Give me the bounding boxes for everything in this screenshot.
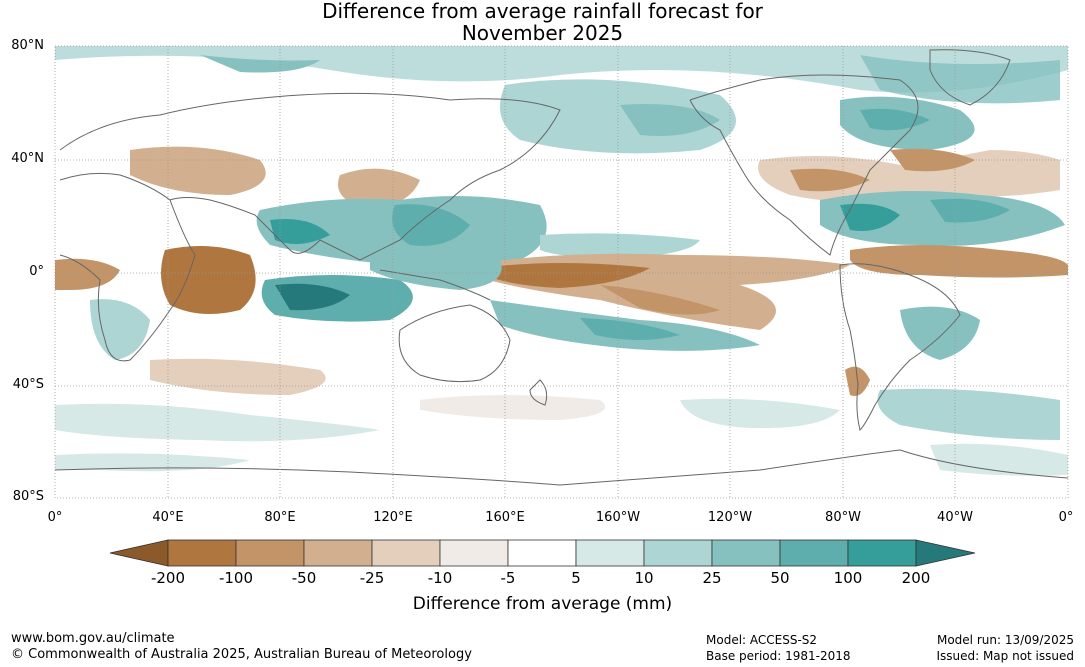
lon-label: 120°W [707,510,753,525]
colorbar-lower-extension [109,539,169,567]
colorbar-bin [235,539,305,567]
colorbar-bin [575,539,645,567]
colorbar [109,539,976,567]
lat-label: 40°N [11,151,44,166]
footer-model-info: Model: ACCESS-S2 Base period: 1981-2018 [706,632,851,664]
colorbar-bin [439,539,509,567]
map-title: Difference from average rainfall forecas… [0,0,1085,44]
colorbar-title: Difference from average (mm) [412,594,673,614]
colorbar-tick-label: 200 [901,569,931,587]
lon-label: 160°W [595,510,641,525]
colorbar-tick-label: -200 [150,569,186,587]
colorbar-tick-label: 100 [833,569,863,587]
colorbar-bin [711,539,781,567]
lat-label: 40°S [12,377,44,392]
graticule [54,45,1069,499]
lon-label: 40°W [937,510,973,525]
footer-model-run: Model run: 13/09/2025 [936,633,1074,647]
footer-model: Model: ACCESS-S2 [706,633,818,647]
colorbar-tick-label: 25 [702,569,722,587]
footer-copyright: © Commonwealth of Australia 2025, Austra… [11,647,472,662]
colorbar-tick-label: -25 [359,569,385,587]
colorbar-bin [167,539,237,567]
lon-label: 160°E [485,510,525,525]
lon-label: 80°W [825,510,861,525]
colorbar-bin [779,539,849,567]
colorbar-tick-label: 5 [571,569,581,587]
colorbar-bin [847,539,917,567]
colorbar-tick-label: -10 [427,569,453,587]
colorbar-tick-label: -50 [291,569,317,587]
colorbar-bin [643,539,713,567]
footer-issued: Issued: Map not issued [936,649,1074,663]
footer-run-info: Model run: 13/09/2025 Issued: Map not is… [936,632,1074,664]
lat-label: 80°N [11,38,44,53]
footer-url: www.bom.gov.au/climate [11,631,175,646]
lon-label: 0° [1058,510,1074,525]
title-line-2: November 2025 [461,21,624,45]
colorbar-tick-label: -100 [218,569,254,587]
colorbar-bin [303,539,373,567]
colorbar-tick-label: 10 [634,569,654,587]
title-line-1: Difference from average rainfall forecas… [322,0,763,23]
lon-label: 0° [47,510,63,525]
lon-label: 120°E [373,510,413,525]
lon-label: 80°E [264,510,296,525]
footer-base-period: Base period: 1981-2018 [706,649,851,663]
colorbar-upper-extension [915,539,976,567]
lat-label: 0° [29,264,44,279]
colorbar-bin [507,539,577,567]
footer-left: www.bom.gov.au/climate © Commonwealth of… [11,631,472,663]
coastlines [55,49,1068,486]
anomaly-shading [55,46,1068,498]
lon-label: 40°E [152,510,184,525]
colorbar-tick-label: 50 [770,569,790,587]
colorbar-bin [371,539,441,567]
colorbar-tick-label: -5 [500,569,516,587]
lat-label: 80°S [12,489,44,504]
